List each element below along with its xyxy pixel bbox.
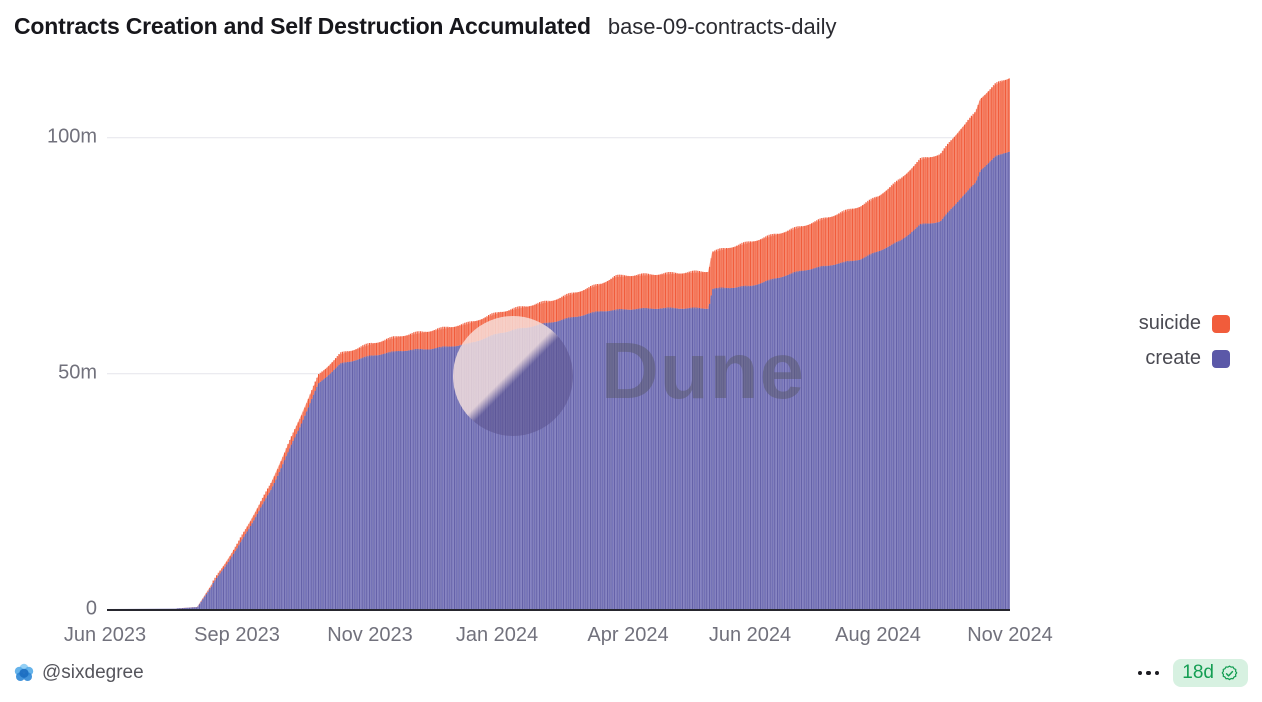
chart-subtitle: base-09-contracts-daily bbox=[607, 14, 837, 39]
footer-actions: 18d bbox=[1136, 659, 1248, 687]
y-tick-label: 50m bbox=[58, 361, 97, 384]
legend-label: create bbox=[1145, 347, 1201, 369]
legend-label: suicide bbox=[1138, 312, 1201, 334]
footer: @sixdegree 18d bbox=[14, 657, 1248, 689]
data-freshness-badge[interactable]: 18d bbox=[1173, 659, 1248, 687]
suicide-swatch-icon bbox=[1212, 314, 1230, 333]
x-tick-label: Apr 2024 bbox=[587, 624, 669, 646]
y-tick-label: 100m bbox=[46, 125, 97, 148]
author-link[interactable]: @sixdegree bbox=[14, 662, 144, 684]
x-tick-label: Nov 2023 bbox=[327, 624, 413, 646]
y-tick-label: 0 bbox=[85, 597, 97, 620]
legend: suicide create bbox=[1139, 306, 1230, 376]
sixdegree-avatar-icon bbox=[14, 663, 34, 681]
x-tick-label: Aug 2024 bbox=[835, 624, 921, 646]
create-swatch-icon bbox=[1212, 349, 1230, 368]
x-tick-label: Sep 2023 bbox=[194, 624, 280, 646]
verified-check-icon bbox=[1221, 664, 1238, 680]
x-axis-line bbox=[107, 609, 1010, 611]
x-tick-label: Nov 2024 bbox=[967, 624, 1053, 646]
legend-item-suicide[interactable]: suicide bbox=[1139, 306, 1230, 341]
author-handle: @sixdegree bbox=[42, 662, 144, 683]
data-age: 18d bbox=[1182, 662, 1214, 683]
x-tick-label: Jun 2023 bbox=[63, 624, 147, 646]
gridline bbox=[107, 137, 1010, 139]
create-bars bbox=[176, 152, 1008, 609]
chart-header: Contracts Creation and Self Destruction … bbox=[14, 13, 837, 40]
x-tick-label: Jan 2024 bbox=[455, 624, 539, 646]
x-tick-label: Jun 2024 bbox=[708, 624, 792, 646]
legend-item-create[interactable]: create bbox=[1139, 341, 1230, 376]
more-menu-button[interactable] bbox=[1136, 667, 1162, 680]
chart-title: Contracts Creation and Self Destruction … bbox=[14, 13, 591, 39]
create-bars bbox=[178, 151, 1010, 609]
